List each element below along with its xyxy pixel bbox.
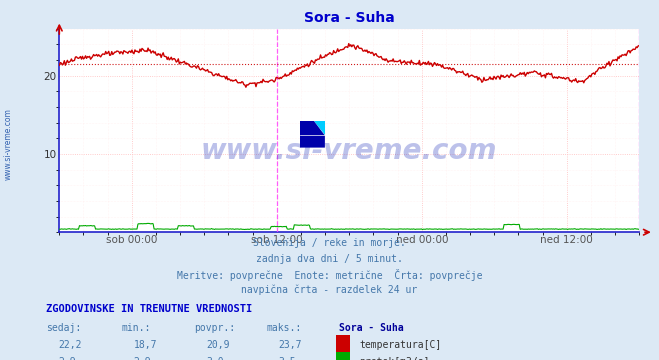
Text: sedaj:: sedaj: (46, 323, 81, 333)
Text: Slovenija / reke in morje.: Slovenija / reke in morje. (253, 238, 406, 248)
Text: pretok[m3/s]: pretok[m3/s] (359, 357, 430, 360)
Text: ZGODOVINSKE IN TRENUTNE VREDNOSTI: ZGODOVINSKE IN TRENUTNE VREDNOSTI (46, 304, 252, 314)
Text: Meritve: povprečne  Enote: metrične  Črta: povprečje: Meritve: povprečne Enote: metrične Črta:… (177, 269, 482, 281)
Polygon shape (300, 121, 314, 135)
Text: temperatura[C]: temperatura[C] (359, 340, 442, 350)
Text: Sora - Suha: Sora - Suha (339, 323, 404, 333)
Text: zadnja dva dni / 5 minut.: zadnja dva dni / 5 minut. (256, 254, 403, 264)
Text: 2,9: 2,9 (134, 357, 152, 360)
Text: 22,2: 22,2 (58, 340, 82, 350)
Polygon shape (314, 121, 325, 135)
Text: 3,0: 3,0 (206, 357, 224, 360)
Text: min.:: min.: (122, 323, 152, 333)
Text: 3,5: 3,5 (279, 357, 297, 360)
Text: www.si-vreme.com: www.si-vreme.com (201, 137, 498, 165)
Text: 18,7: 18,7 (134, 340, 158, 350)
Text: 20,9: 20,9 (206, 340, 230, 350)
Title: Sora - Suha: Sora - Suha (304, 11, 395, 25)
Text: navpična črta - razdelek 24 ur: navpična črta - razdelek 24 ur (241, 285, 418, 295)
Text: www.si-vreme.com: www.si-vreme.com (3, 108, 13, 180)
Text: maks.:: maks.: (267, 323, 302, 333)
Text: povpr.:: povpr.: (194, 323, 235, 333)
Polygon shape (300, 121, 325, 148)
Text: 23,7: 23,7 (279, 340, 302, 350)
Text: 2,9: 2,9 (58, 357, 76, 360)
